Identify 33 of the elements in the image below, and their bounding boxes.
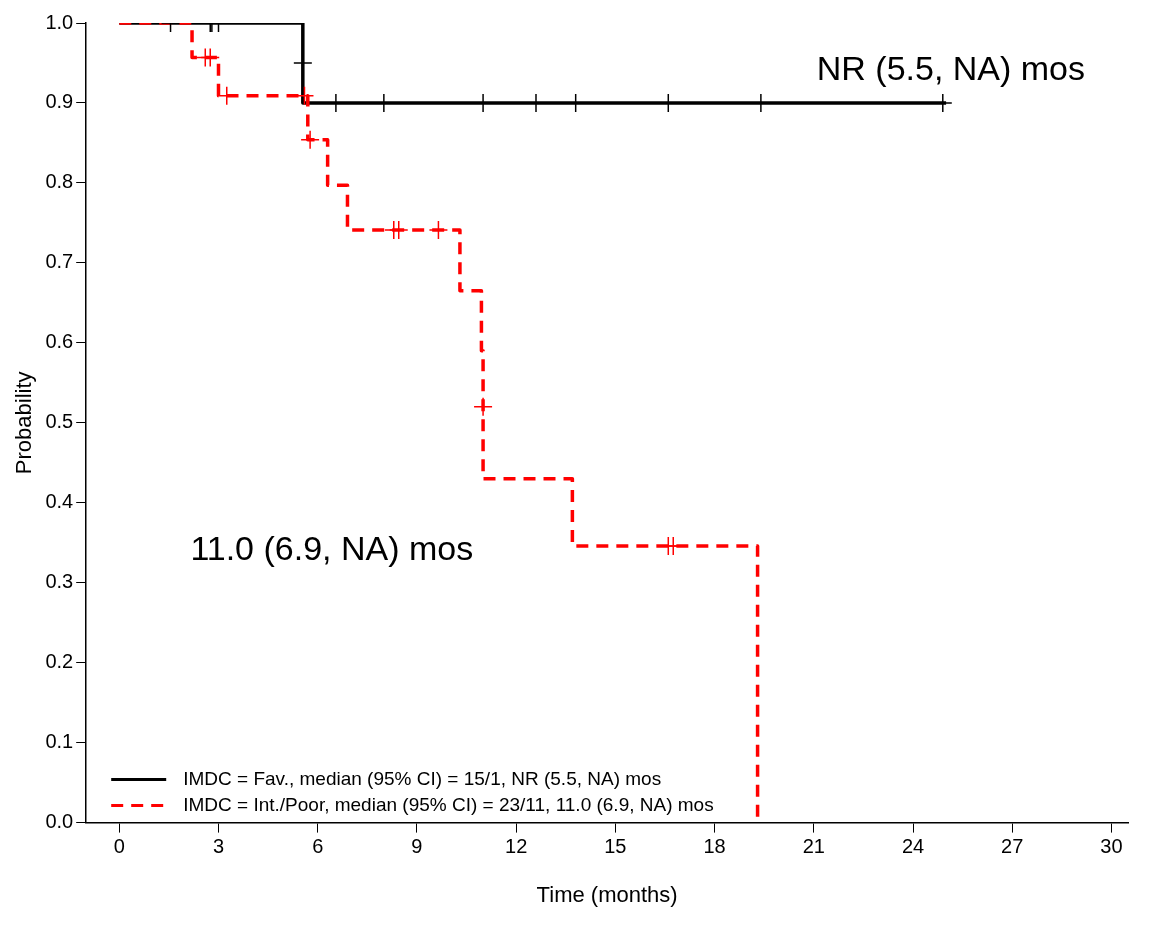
legend-label: IMDC = Int./Poor, median (95% CI) = 23/11, 11.0 (6.9, NA) mos	[183, 793, 714, 815]
y-tick-label: 0.2	[45, 650, 74, 673]
y-tick-label: 0.9	[45, 90, 74, 113]
legend-label: IMDC = Fav., median (95% CI) = 15/1, NR (5.5, NA) mos	[183, 767, 662, 789]
y-tick-label: 0.0	[45, 810, 74, 833]
y-tick-label: 0.6	[45, 330, 74, 353]
point	[200, 47, 220, 68]
x-tick-label: 15	[604, 835, 627, 858]
x-axis-title: Time (months)	[536, 881, 678, 907]
y-axis-title: Probability	[11, 371, 37, 475]
y-tick-label: 0.3	[45, 570, 74, 593]
x-tick-label: 12	[505, 835, 528, 858]
y-tick-label: 0.5	[45, 410, 74, 433]
y-tick-label: 0.8	[45, 170, 74, 193]
x-tick-label: 18	[703, 835, 726, 858]
annotation: 11.0 (6.9, NA) mos	[190, 529, 474, 568]
y-tick-label: 0.7	[45, 250, 74, 273]
y-tick-label: 1.0	[45, 10, 74, 33]
point	[300, 129, 320, 150]
point	[388, 220, 409, 240]
y-tick-label: 0.4	[45, 490, 74, 513]
x-tick-label: 9	[411, 835, 423, 858]
x-tick-label: 0	[113, 835, 125, 858]
point	[473, 397, 493, 417]
x-tick-label: 30	[1100, 835, 1123, 858]
x-tick-label: 6	[312, 835, 324, 858]
x-tick-label: 3	[212, 835, 225, 858]
point	[428, 220, 449, 240]
x-tick-label: 27	[1001, 835, 1024, 858]
x-tick-label: 21	[802, 835, 825, 858]
annotation: NR (5.5, NA) mos	[816, 49, 1086, 88]
x-tick-label: 24	[901, 835, 925, 858]
y-tick-label: 0.1	[45, 730, 74, 753]
